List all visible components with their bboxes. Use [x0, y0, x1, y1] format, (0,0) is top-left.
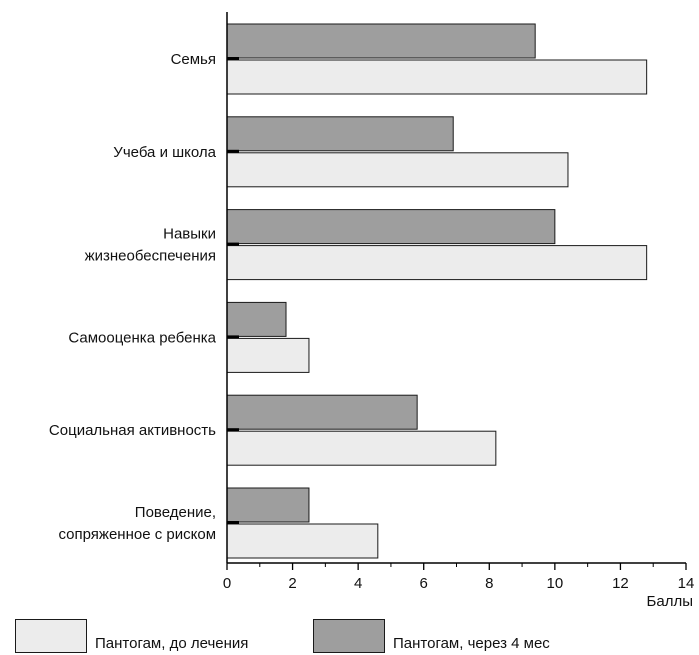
bar-marker-5 — [227, 521, 239, 524]
legend-swatch-before — [15, 619, 87, 653]
bars-group — [226, 23, 648, 559]
x-axis-title: Баллы — [647, 593, 693, 610]
category-label-4: Социальная активность — [49, 422, 216, 439]
category-label-5: Поведение, сопряженное с риском — [59, 504, 217, 543]
legend-item-before-treatment: Пантогам, до лечения — [15, 618, 248, 654]
category-label-0: Семья — [171, 51, 216, 68]
bar-before-5 — [226, 523, 379, 559]
bar-before-3 — [226, 337, 310, 373]
bar-after-4 — [226, 394, 418, 430]
x-tick-label-3: 6 — [420, 575, 428, 592]
x-tick-label-2: 4 — [354, 575, 362, 592]
bar-marker-2 — [227, 242, 239, 246]
legend-label-before: Пантогам, до лечения — [95, 634, 249, 652]
x-tick-label-7: 14 — [678, 575, 695, 592]
category-label-3: Самооценка ребенка — [68, 329, 216, 346]
bar-after-5 — [226, 487, 310, 523]
legend-label-after: Пантогам, через 4 мес — [393, 634, 550, 652]
axes-group: 0 2 4 6 8 10 12 14 — [223, 12, 695, 592]
x-tick-label-0: 0 — [223, 575, 231, 592]
category-label-1: Учеба и школа — [113, 144, 216, 161]
category-label-2: Навыки жизнеобеспечения — [85, 226, 216, 265]
legend-item-after-4-months: Пантогам, через 4 мес — [313, 618, 550, 654]
bar-chart: Семья Учеба и школа Навыки жизнеобеспечения… — [49, 12, 695, 610]
bar-before-2 — [226, 245, 648, 281]
bar-before-4 — [226, 430, 497, 466]
bar-marker-4 — [227, 428, 239, 432]
legend: Пантогам, до лечения Пантогам, через 4 м… — [0, 618, 699, 654]
x-tick-label-1: 2 — [288, 575, 296, 592]
bar-before-1 — [226, 152, 569, 188]
x-tick-label-4: 8 — [485, 575, 493, 592]
x-tick-label-6: 12 — [612, 575, 629, 592]
category-labels: Семья Учеба и школа Навыки жизнеобеспечения… — [49, 51, 217, 543]
legend-swatch-after — [313, 619, 385, 653]
bar-marker-3 — [227, 335, 239, 339]
bar-after-2 — [226, 209, 556, 245]
bar-before-0 — [226, 59, 648, 95]
bar-after-1 — [226, 116, 454, 152]
bar-after-0 — [226, 23, 536, 59]
x-tick-label-5: 10 — [547, 575, 564, 592]
bar-after-3 — [226, 301, 287, 337]
bar-marker-0 — [227, 57, 239, 60]
bar-marker-1 — [227, 149, 239, 153]
